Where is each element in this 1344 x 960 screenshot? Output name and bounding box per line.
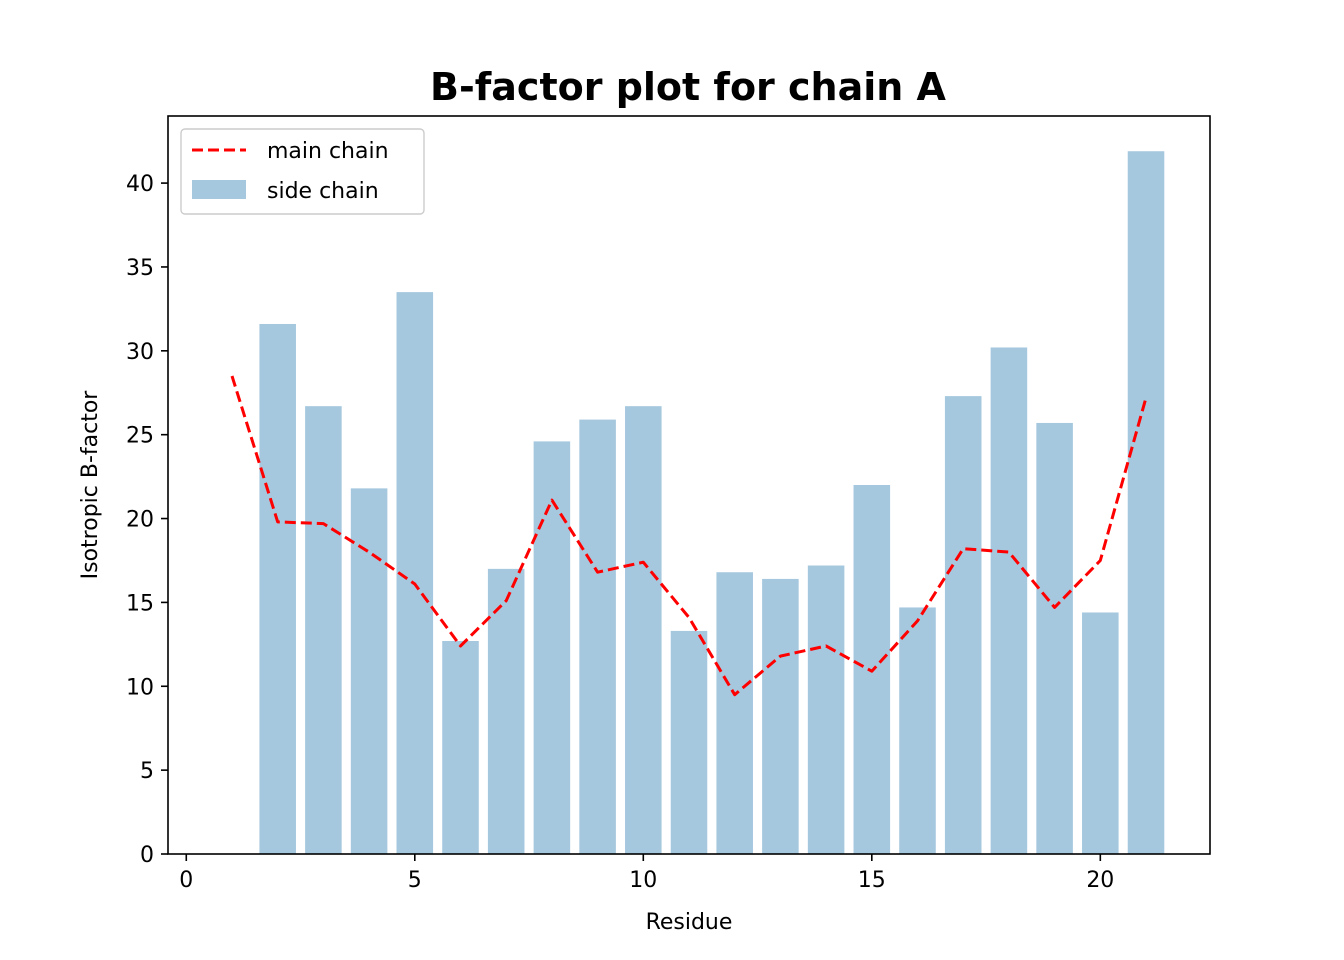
y-tick-label: 30 [126, 340, 154, 365]
x-axis-label: Residue [646, 910, 733, 935]
side-chain-bars [259, 151, 1165, 855]
legend-label-side-chain: side chain [267, 179, 379, 204]
side-chain-bar [350, 488, 388, 854]
side-chain-bar [899, 607, 936, 854]
side-chain-bar [990, 347, 1028, 854]
y-tick-label: 0 [140, 843, 154, 868]
legend-swatch-side-chain [192, 180, 246, 199]
side-chain-bar [670, 630, 708, 854]
chart-title: B-factor plot for chain A [430, 65, 947, 109]
side-chain-bar [762, 578, 799, 854]
x-tick-label: 15 [858, 868, 886, 893]
x-tick-label: 5 [408, 868, 422, 893]
x-axis-ticks: 0 5 10 15 20 [179, 854, 1114, 893]
legend-label-main-chain: main chain [267, 139, 389, 164]
side-chain-bar [579, 419, 616, 854]
side-chain-bar [716, 572, 753, 854]
y-tick-label: 15 [126, 591, 154, 616]
side-chain-bar [487, 568, 525, 854]
side-chain-bar [442, 640, 479, 854]
y-tick-label: 20 [126, 508, 154, 533]
side-chain-bar [305, 406, 342, 854]
side-chain-bar [533, 441, 571, 854]
y-tick-label: 25 [126, 424, 154, 449]
side-chain-bar [396, 292, 434, 854]
side-chain-bar [944, 396, 982, 854]
plot-frame [167, 115, 1211, 855]
y-axis-label: Isotropic B-factor [78, 390, 103, 580]
y-tick-label: 40 [126, 172, 154, 197]
y-tick-label: 10 [126, 675, 154, 700]
legend: main chain side chain [180, 128, 425, 215]
x-tick-label: 20 [1086, 868, 1114, 893]
side-chain-bar [1127, 151, 1165, 855]
side-chain-bar [259, 323, 296, 854]
side-chain-bar [625, 406, 662, 854]
y-axis-ticks: 0 5 10 15 20 25 30 35 40 [126, 172, 168, 868]
y-tick-label: 35 [126, 256, 154, 281]
side-chain-bar [807, 565, 845, 854]
y-tick-label: 5 [140, 759, 154, 784]
x-tick-label: 0 [179, 868, 193, 893]
side-chain-bar [1036, 422, 1073, 854]
side-chain-bar [1082, 612, 1119, 854]
x-tick-label: 10 [629, 868, 657, 893]
